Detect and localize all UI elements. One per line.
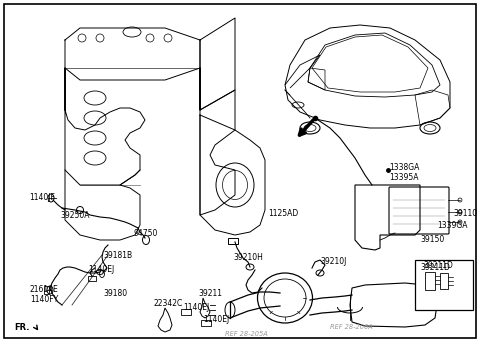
Text: 1140EJ: 1140EJ (183, 303, 209, 313)
Text: 1339GA: 1339GA (437, 222, 468, 231)
Text: REF 28-205A: REF 28-205A (225, 331, 268, 337)
Bar (415, 260, 473, 310)
Text: 39250A: 39250A (60, 210, 89, 220)
Text: 39211D: 39211D (420, 263, 450, 272)
Text: FR.: FR. (14, 323, 29, 332)
Bar (88, 276, 96, 281)
Text: 1140FY: 1140FY (30, 295, 58, 304)
Text: 39211D: 39211D (423, 261, 453, 269)
Bar (201, 320, 211, 326)
Text: 39210H: 39210H (233, 253, 263, 263)
Text: 13395A: 13395A (389, 173, 419, 183)
Bar (228, 238, 238, 244)
Text: 94750: 94750 (133, 229, 157, 238)
Bar (425, 272, 435, 290)
Text: 39150: 39150 (420, 235, 444, 244)
Text: 1140EJ: 1140EJ (203, 316, 229, 325)
Bar (440, 273, 448, 289)
Text: 39181B: 39181B (103, 250, 132, 260)
Text: 1140EJ: 1140EJ (88, 265, 114, 275)
Text: 39211: 39211 (198, 289, 222, 298)
Text: 39210J: 39210J (320, 258, 347, 266)
Bar (44, 286, 49, 294)
Text: 21614E: 21614E (30, 286, 59, 294)
Text: 22342C: 22342C (153, 299, 182, 307)
Text: 39110: 39110 (453, 209, 477, 218)
Text: 1125AD: 1125AD (268, 209, 298, 218)
Text: 39180: 39180 (103, 289, 127, 298)
Text: 1338GA: 1338GA (389, 163, 420, 172)
Bar (181, 309, 191, 315)
Text: REF 28-206A: REF 28-206A (330, 324, 373, 330)
Text: 1140JF: 1140JF (29, 194, 55, 202)
